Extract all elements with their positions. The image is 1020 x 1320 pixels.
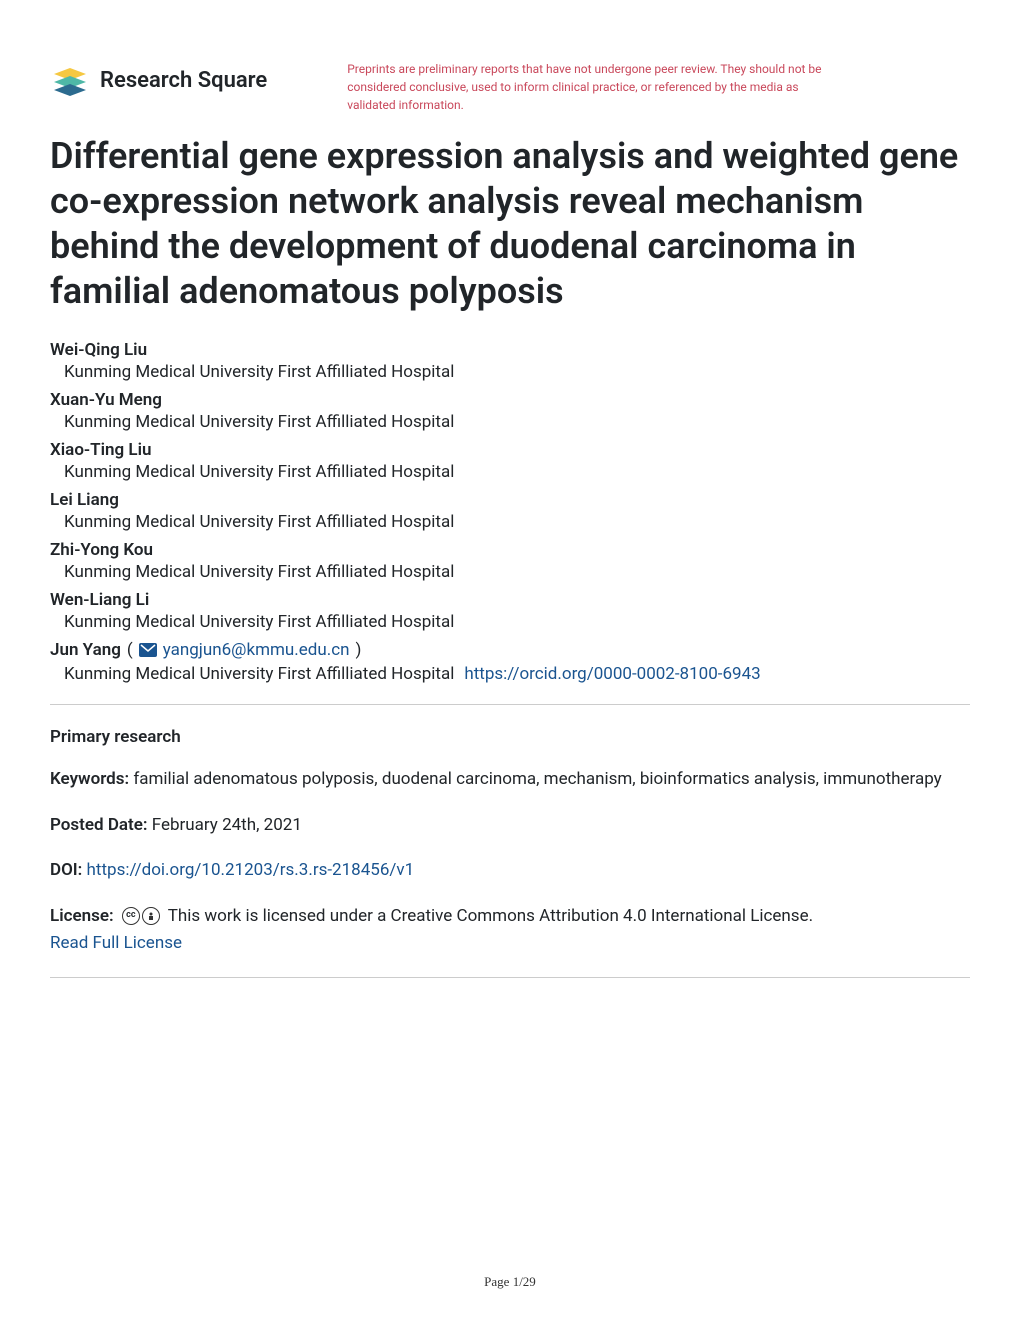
open-paren: ( [127,640,133,660]
logo: Research Square [50,60,267,100]
read-full-license-link[interactable]: Read Full License [50,931,970,957]
keywords-row: Keywords: familial adenomatous polyposis… [50,767,970,793]
posted-date-text: February 24th, 2021 [152,815,302,835]
author-name: Jun Yang [50,640,121,660]
preprint-disclaimer: Preprints are preliminary reports that h… [347,60,837,114]
author-affiliation: Kunming Medical University First Affilli… [50,512,970,532]
section-divider [50,977,970,978]
doi-link[interactable]: https://doi.org/10.21203/rs.3.rs-218456/… [87,860,415,880]
keywords-text: familial adenomatous polyposis, duodenal… [133,769,941,789]
author-affiliation: Kunming Medical University First Affilli… [64,664,454,684]
author-block: Wen-Liang Li Kunming Medical University … [50,590,970,632]
author-affiliation: Kunming Medical University First Affilli… [50,562,970,582]
authors-list: Wei-Qing Liu Kunming Medical University … [50,340,970,684]
corresponding-author-block: Jun Yang ( yangjun6@kmmu.edu.cn ) Kunmin… [50,640,970,684]
author-block: Zhi-Yong Kou Kunming Medical University … [50,540,970,582]
doi-label: DOI: [50,860,82,880]
author-block: Wei-Qing Liu Kunming Medical University … [50,340,970,382]
license-text: This work is licensed under a Creative C… [168,906,813,926]
author-affiliation: Kunming Medical University First Affilli… [50,612,970,632]
author-block: Xiao-Ting Liu Kunming Medical University… [50,440,970,482]
author-block: Xuan-Yu Meng Kunming Medical University … [50,390,970,432]
doi-row: DOI: https://doi.org/10.21203/rs.3.rs-21… [50,858,970,884]
posted-date-label: Posted Date: [50,815,148,835]
author-affiliation: Kunming Medical University First Affilli… [50,412,970,432]
logo-text: Research Square [100,68,267,93]
section-divider [50,704,970,705]
header-row: Research Square Preprints are preliminar… [50,60,970,114]
article-type: Primary research [50,727,970,747]
orcid-link[interactable]: https://orcid.org/0000-0002-8100-6943 [464,664,760,684]
paper-title: Differential gene expression analysis an… [50,134,970,314]
license-row: License: cc This work is licensed under … [50,904,970,957]
cc-icons: cc [122,907,160,925]
email-icon [139,643,157,657]
author-affiliation: Kunming Medical University First Affilli… [50,362,970,382]
author-name: Lei Liang [50,490,970,510]
author-name: Zhi-Yong Kou [50,540,970,560]
license-label: License: [50,906,114,926]
author-name: Wen-Liang Li [50,590,970,610]
author-name: Wei-Qing Liu [50,340,970,360]
author-name: Xuan-Yu Meng [50,390,970,410]
author-email-link[interactable]: yangjun6@kmmu.edu.cn [163,640,350,660]
keywords-label: Keywords: [50,769,129,789]
author-affiliation: Kunming Medical University First Affilli… [50,462,970,482]
posted-date-row: Posted Date: February 24th, 2021 [50,813,970,839]
research-square-logo-icon [50,60,90,100]
author-name: Xiao-Ting Liu [50,440,970,460]
corresponding-affiliation-row: Kunming Medical University First Affilli… [50,662,970,684]
corresponding-author-row: Jun Yang ( yangjun6@kmmu.edu.cn ) [50,640,970,660]
close-paren: ) [355,640,361,660]
author-block: Lei Liang Kunming Medical University Fir… [50,490,970,532]
cc-icon: cc [122,907,140,925]
cc-by-icon [142,907,160,925]
page-number: Page 1/29 [484,1274,536,1290]
